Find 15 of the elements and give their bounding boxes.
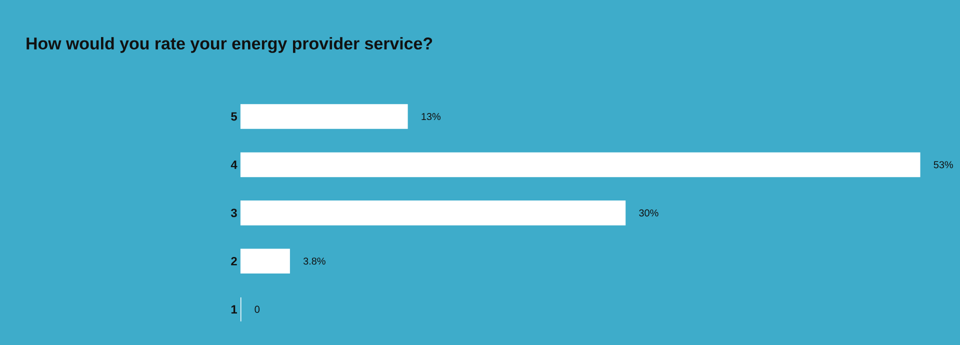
- bar: [240, 104, 408, 129]
- data-label: 30%: [639, 209, 658, 216]
- data-label: 3.8%: [303, 258, 326, 265]
- y-tick-label: 3: [230, 208, 237, 218]
- y-tick-label: 4: [230, 160, 238, 169]
- chart-title: How would you rate your energy provider service?: [26, 37, 432, 53]
- bar: [240, 248, 290, 274]
- bar: [240, 152, 920, 178]
- data-label: 13%: [422, 113, 441, 120]
- y-tick-label: 1: [231, 305, 238, 314]
- data-label: 0: [254, 306, 260, 313]
- bar: [240, 200, 626, 226]
- y-tick-label: 5: [231, 112, 238, 121]
- y-tick-label: 2: [231, 256, 237, 266]
- data-label: 53%: [934, 161, 953, 168]
